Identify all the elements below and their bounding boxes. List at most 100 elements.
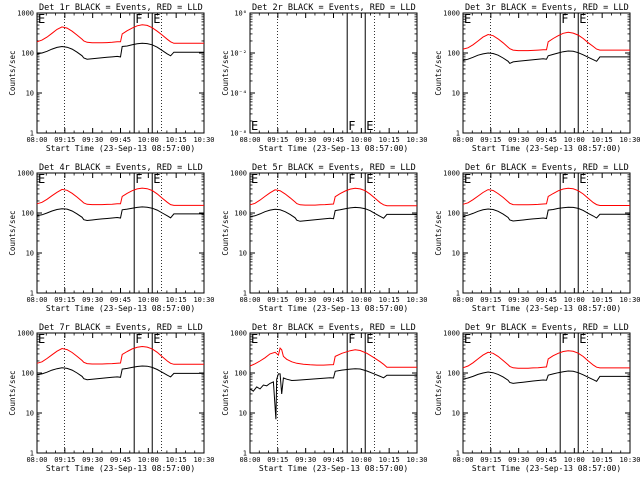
y-tick-label: 1000 (230, 330, 247, 338)
detector-panel-2: Det 2r BLACK = Events, RED = LLD 10⁻⁸ 10⁻⁴… (221, 3, 428, 153)
y-tick-label: 100 (21, 210, 34, 218)
x-tick-label: 09:45 (323, 136, 344, 144)
interval-marker-label: F (561, 172, 568, 186)
interval-marker-label: F (561, 12, 568, 26)
detector-panel-4: Det 4r BLACK = Events, RED = LLD 1 10 100 10… (8, 163, 215, 313)
x-tick-label: 10:00 (138, 456, 159, 464)
y-axis-label: Counts/sec (8, 50, 17, 95)
y-tick-label: 1000 (443, 330, 460, 338)
series-line-lld (462, 350, 630, 369)
plot-frame (462, 332, 631, 454)
x-tick-label: 10:15 (166, 296, 187, 304)
series-line-lld (462, 31, 630, 52)
x-tick-label: 10:15 (166, 456, 187, 464)
y-tick-label: 100 (234, 370, 247, 378)
x-tick-label: 10:30 (406, 456, 427, 464)
plot-frame (249, 332, 418, 454)
plot-title: Det 6r BLACK = Events, RED = LLD (465, 163, 629, 173)
detector-panel-8: Det 8r BLACK = Events, RED = LLD 1 10 100 10… (221, 323, 428, 473)
y-tick-label: 10 (452, 410, 460, 418)
series-line-lld (249, 187, 417, 207)
interval-marker-label: E (579, 12, 586, 26)
y-tick-label: 10⁻⁸ (230, 130, 247, 138)
series-line-lld (36, 187, 204, 206)
detector-panel-3: Det 3r BLACK = Events, RED = LLD 1 10 100 10… (434, 3, 640, 153)
y-axis-label: Counts/sec (434, 370, 443, 415)
x-tick-label: 10:00 (138, 296, 159, 304)
x-tick-label: 09:15 (54, 456, 75, 464)
detector-panel-5: Det 5r BLACK = Events, RED = LLD 1 10 100 10… (221, 163, 428, 313)
y-tick-label: 1000 (230, 170, 247, 178)
y-tick-label: 10⁻⁴ (230, 90, 247, 98)
y-tick-label: 100 (447, 210, 460, 218)
x-axis-label: Start Time (23-Sep-13 08:57:00) (472, 464, 621, 473)
interval-marker-label: F (135, 172, 142, 186)
x-tick-label: 09:30 (508, 136, 529, 144)
x-tick-label: 08:00 (239, 456, 260, 464)
interval-marker-label: E (464, 12, 471, 26)
plot-frame (249, 172, 418, 294)
y-axis-label: Counts/sec (434, 50, 443, 95)
x-tick-label: 09:45 (323, 296, 344, 304)
x-tick-label: 10:30 (193, 456, 214, 464)
y-tick-label: 1000 (17, 170, 34, 178)
plot-title: Det 9r BLACK = Events, RED = LLD (465, 323, 629, 333)
plot-title: Det 7r BLACK = Events, RED = LLD (39, 323, 203, 333)
y-tick-label: 10 (452, 250, 460, 258)
y-tick-label: 100 (21, 50, 34, 58)
interval-marker-label: E (38, 172, 45, 186)
detector-panel-1: Det 1r BLACK = Events, RED = LLD 1 10 100 10… (8, 3, 215, 153)
plot-frame (36, 12, 205, 134)
interval-marker-label: E (579, 332, 586, 346)
y-axis-label: Counts/sec (221, 370, 230, 415)
x-tick-label: 10:15 (379, 456, 400, 464)
series-line-lld (462, 187, 630, 206)
x-tick-label: 10:00 (351, 296, 372, 304)
interval-marker-label: E (366, 172, 373, 186)
x-tick-label: 10:15 (166, 136, 187, 144)
interval-marker-label: E (153, 332, 160, 346)
x-tick-label: 10:30 (193, 296, 214, 304)
series-line-events (249, 368, 417, 420)
x-tick-label: 09:30 (82, 456, 103, 464)
y-tick-label: 10 (452, 90, 460, 98)
x-tick-label: 09:45 (110, 136, 131, 144)
interval-marker-label: E (366, 119, 373, 133)
y-tick-label: 10⁻² (230, 50, 247, 58)
x-tick-label: 10:00 (564, 456, 585, 464)
x-tick-label: 09:15 (267, 296, 288, 304)
x-axis-label: Start Time (23-Sep-13 08:57:00) (472, 144, 621, 153)
y-tick-label: 1 (456, 450, 460, 458)
x-tick-label: 10:00 (351, 456, 372, 464)
x-tick-label: 10:30 (619, 456, 640, 464)
x-tick-label: 09:30 (295, 296, 316, 304)
interval-marker-label: E (153, 12, 160, 26)
y-tick-label: 1000 (443, 170, 460, 178)
y-tick-label: 1 (456, 290, 460, 298)
interval-marker-label: E (38, 12, 45, 26)
interval-marker-label: F (135, 332, 142, 346)
x-tick-label: 10:00 (138, 136, 159, 144)
y-tick-label: 100 (447, 370, 460, 378)
x-tick-label: 10:00 (564, 296, 585, 304)
plot-frame (462, 12, 631, 134)
x-tick-label: 09:30 (82, 136, 103, 144)
interval-marker-label: E (366, 332, 373, 346)
x-tick-label: 10:30 (193, 136, 214, 144)
x-tick-label: 10:15 (379, 136, 400, 144)
x-tick-label: 09:45 (536, 456, 557, 464)
y-tick-label: 1000 (17, 10, 34, 18)
x-tick-label: 10:30 (619, 136, 640, 144)
x-tick-label: 10:15 (379, 296, 400, 304)
y-tick-label: 10⁰ (234, 10, 247, 18)
x-tick-label: 09:30 (295, 136, 316, 144)
y-axis-label: Counts/sec (221, 210, 230, 255)
interval-marker-label: F (561, 332, 568, 346)
x-axis-label: Start Time (23-Sep-13 08:57:00) (259, 144, 408, 153)
y-tick-label: 1 (30, 290, 34, 298)
y-tick-label: 10 (26, 90, 34, 98)
detector-panel-6: Det 6r BLACK = Events, RED = LLD 1 10 100 10… (434, 163, 640, 313)
interval-marker-label: E (38, 332, 45, 346)
x-tick-label: 09:45 (536, 136, 557, 144)
